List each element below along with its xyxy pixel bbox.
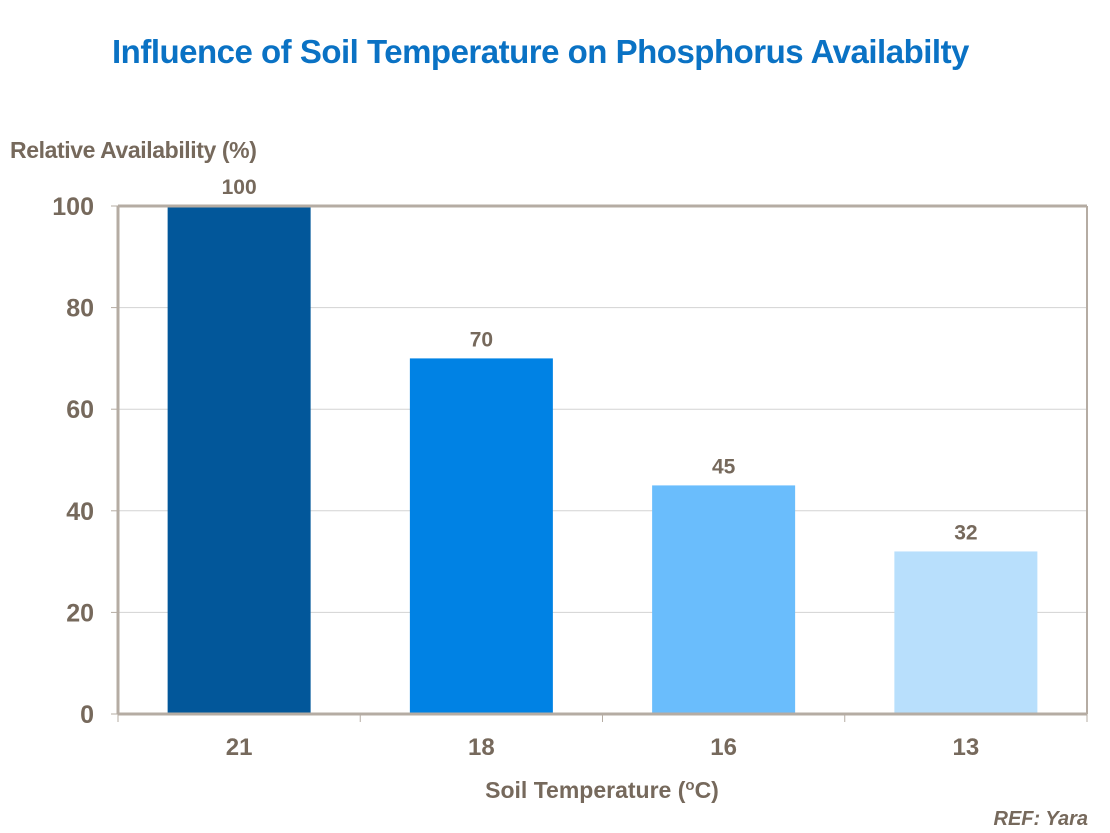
bar-13 xyxy=(894,551,1038,714)
x-axis-title-prefix: Soil Temperature ( xyxy=(485,777,686,803)
bar-18 xyxy=(409,358,553,714)
data-label: 45 xyxy=(712,455,736,478)
x-tick-label: 16 xyxy=(710,734,737,761)
y-tick-label: 0 xyxy=(80,701,94,729)
x-axis-title: Soil Temperature (oC) xyxy=(485,777,719,803)
bar-16 xyxy=(652,485,796,714)
data-label: 32 xyxy=(954,521,977,544)
y-tick-label: 40 xyxy=(66,498,94,526)
y-tick-label: 60 xyxy=(66,396,94,424)
x-tick-label: 18 xyxy=(468,734,495,761)
x-tick-label: 21 xyxy=(226,734,253,761)
bars xyxy=(167,206,1038,714)
y-axis-title: Relative Availability (%) xyxy=(10,137,257,163)
y-tick-label: 100 xyxy=(52,193,94,221)
chart-title: Influence of Soil Temperature on Phospho… xyxy=(112,33,969,70)
y-tick-label: 20 xyxy=(66,599,94,627)
data-label: 100 xyxy=(222,176,257,199)
y-tick-label: 80 xyxy=(66,295,94,323)
x-tick-label: 13 xyxy=(953,734,980,761)
axes xyxy=(111,204,1088,722)
reference-note: REF: Yara xyxy=(993,808,1088,830)
labels: 0 20 40 60 80 100 100 21 70 18 45 16 32 13 xyxy=(52,176,979,761)
data-label: 70 xyxy=(470,328,493,351)
x-axis-title-suffix: C) xyxy=(695,777,719,803)
bar-21 xyxy=(167,206,311,714)
x-axis-title-superscript: o xyxy=(685,777,694,794)
